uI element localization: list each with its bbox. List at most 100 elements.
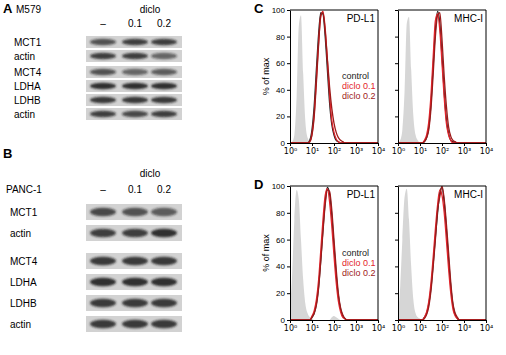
x-tick: 10¹ xyxy=(306,320,319,333)
band xyxy=(122,320,148,328)
x-tick-mark xyxy=(334,320,335,323)
lane-label: 0.2 xyxy=(157,184,171,195)
plot-title: PD-L1 xyxy=(347,189,376,200)
legend-entry: diclo 0.2 xyxy=(342,268,376,278)
y-tick: 20 xyxy=(276,112,290,121)
x-tick-label: 10¹ xyxy=(306,147,319,156)
legend: controldiclo 0.1diclo 0.2 xyxy=(342,71,376,101)
y-tick-mark xyxy=(287,213,290,214)
figure: AM579diclo–0.10.2MCT1actinMCT4LDHALDHBac… xyxy=(0,0,506,355)
plot-title: PD-L1 xyxy=(347,13,376,24)
y-tick xyxy=(395,320,398,321)
y-axis-line xyxy=(290,187,291,321)
y-tick: 100 xyxy=(272,6,290,15)
y-tick-mark xyxy=(395,143,398,144)
frame-right xyxy=(486,186,487,320)
band xyxy=(90,208,116,216)
band xyxy=(151,111,177,117)
x-tick-mark xyxy=(486,143,487,146)
band xyxy=(90,257,116,265)
y-tick xyxy=(395,63,398,64)
blot-panel: AM579diclo–0.10.2MCT1actinMCT4LDHALDHBac… xyxy=(3,1,182,120)
y-tick-label: 80 xyxy=(276,33,285,42)
band xyxy=(122,53,148,59)
blot-strip xyxy=(86,108,182,120)
x-tick-mark xyxy=(442,320,443,323)
y-tick-mark xyxy=(395,213,398,214)
y-tick-label: 40 xyxy=(276,86,285,95)
plot-area xyxy=(290,11,378,143)
blot-strip xyxy=(86,94,182,106)
y-tick-mark xyxy=(287,240,290,241)
band xyxy=(90,83,116,89)
x-tick-mark xyxy=(420,320,421,323)
y-tick xyxy=(395,213,398,214)
protein-label: LDHA xyxy=(10,277,37,288)
x-tick-label: 10² xyxy=(436,324,449,333)
x-tick: 10² xyxy=(436,320,449,333)
x-tick-label: 10⁰ xyxy=(392,324,405,333)
x-tick-mark xyxy=(486,320,487,323)
x-tick-label: 10⁴ xyxy=(480,324,493,333)
y-tick-mark xyxy=(395,186,398,187)
x-tick: 10² xyxy=(436,143,449,156)
protein-label: actin xyxy=(14,109,35,120)
band xyxy=(122,229,148,237)
y-tick xyxy=(395,293,398,294)
x-tick-label: 10¹ xyxy=(414,147,427,156)
lane-label: 0.2 xyxy=(157,18,171,29)
band xyxy=(151,208,177,216)
y-tick: 60 xyxy=(276,59,290,68)
y-tick-label: 60 xyxy=(276,236,285,245)
plot-title: MHC-I xyxy=(454,189,483,200)
histogram-line xyxy=(290,13,378,143)
band xyxy=(151,229,177,237)
x-tick-mark xyxy=(312,143,313,146)
y-tick: 100 xyxy=(272,182,290,191)
frame-right xyxy=(378,186,379,320)
panel-label: D xyxy=(254,177,263,192)
y-tick xyxy=(395,143,398,144)
x-tick-label: 10³ xyxy=(350,324,363,333)
protein-label: LDHA xyxy=(14,81,41,92)
x-tick-mark xyxy=(442,143,443,146)
protein-label: MCT4 xyxy=(10,256,38,267)
y-tick-mark xyxy=(395,293,398,294)
plot-area xyxy=(398,11,486,143)
x-tick: 10¹ xyxy=(306,143,319,156)
lane-label: 0.1 xyxy=(128,184,142,195)
blot-strip xyxy=(86,295,182,311)
histogram-line xyxy=(398,186,486,320)
band xyxy=(90,53,116,59)
plot-area xyxy=(290,187,378,320)
plot-title: MHC-I xyxy=(454,13,483,24)
protein-label: LDHB xyxy=(10,298,37,309)
band xyxy=(122,97,148,103)
cell-line: M579 xyxy=(16,4,41,15)
x-tick-mark xyxy=(356,143,357,146)
y-tick-label: 40 xyxy=(276,262,285,271)
panel-label: C xyxy=(254,1,264,16)
band xyxy=(90,69,116,75)
frame-right xyxy=(486,10,487,143)
x-tick-label: 10¹ xyxy=(414,324,427,333)
protein-label: LDHB xyxy=(14,95,41,106)
x-tick: 10³ xyxy=(458,320,471,333)
y-tick-label: 100 xyxy=(272,182,286,191)
x-tick-label: 10² xyxy=(328,147,341,156)
y-tick: 0 xyxy=(281,316,290,325)
band xyxy=(122,278,148,286)
band xyxy=(90,97,116,103)
blot-strip xyxy=(86,80,182,92)
band xyxy=(151,299,177,307)
y-tick: 0 xyxy=(281,139,290,148)
x-tick: 10¹ xyxy=(414,320,427,333)
y-axis-title: % of max xyxy=(261,57,271,95)
isotype-area xyxy=(398,189,486,320)
cell-line: PANC-1 xyxy=(6,184,42,195)
y-axis xyxy=(395,11,399,144)
x-axis: 10⁰10¹10²10³10⁴ xyxy=(284,320,385,333)
y-tick-mark xyxy=(287,10,290,11)
y-tick-mark xyxy=(287,90,290,91)
y-tick-mark xyxy=(287,116,290,117)
